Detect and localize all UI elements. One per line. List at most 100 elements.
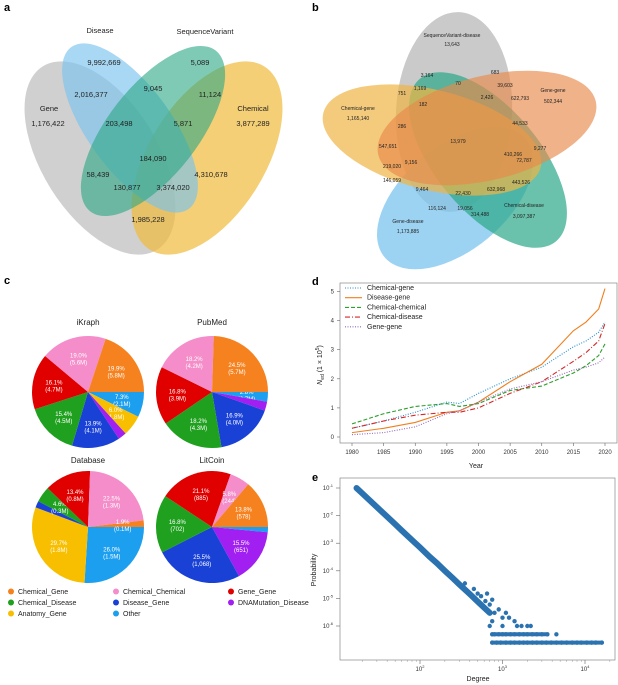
region-count: 39,603 <box>497 83 513 89</box>
legend-swatch <box>113 599 119 606</box>
slice-label: 6.0% (1.8M) <box>107 408 124 421</box>
pie-legend: Chemical_Gene Chemical_Disease Anatomy_Gen… <box>8 588 309 618</box>
x-tick-label: 1985 <box>377 450 391 456</box>
y-tick-label: 2 <box>331 377 335 383</box>
line-chart: Year Ned (1 × 105) 1980 1985 1990 1995 2000 2… <box>315 282 618 470</box>
slice-label: 19.0% (5.6M) <box>70 354 88 367</box>
scatter-point <box>427 554 432 559</box>
slice-label: 16.1% (4.7M) <box>45 380 63 393</box>
scatter-point <box>374 504 380 510</box>
pie-slice <box>212 484 268 527</box>
x-tick-label: 103 <box>498 664 508 673</box>
slice-label: 5.8% (244) <box>222 492 237 505</box>
slice-label: 18.2% (4.2M) <box>185 357 203 370</box>
scatter-point <box>483 598 488 604</box>
scatter-point <box>525 623 530 629</box>
region-count: 5,871 <box>174 119 193 128</box>
y-tick-label: 10-6 <box>323 621 334 630</box>
pie-slice <box>31 356 88 410</box>
scatter-point <box>487 610 492 616</box>
venn-set-gene-gene <box>377 70 597 186</box>
y-tick-label: 3 <box>331 348 335 354</box>
pie-slice <box>88 338 144 392</box>
scatter-point <box>475 591 480 596</box>
pie-slice <box>212 474 249 527</box>
pie-title: Database <box>71 456 106 465</box>
scatter-point <box>409 537 415 543</box>
region-count: 1,173,885 <box>397 229 419 235</box>
pie-slice <box>88 392 139 434</box>
region-count: 58,439 <box>87 170 110 179</box>
y-tick-label: 10-5 <box>323 593 334 602</box>
region-count: 1,165,140 <box>347 116 369 122</box>
scatter-point <box>384 514 390 519</box>
x-tick-label: 1990 <box>409 450 423 456</box>
venn-set-sequencevariant <box>80 45 226 217</box>
scatter-point <box>467 591 472 597</box>
set-label: SequenceVariant <box>177 27 235 36</box>
x-tick-label: 102 <box>416 664 426 673</box>
region-count: 182 <box>419 102 428 108</box>
pie-slice <box>156 367 212 424</box>
scatter-point <box>506 615 512 620</box>
pie-slice <box>161 336 214 392</box>
pie-slice <box>212 392 265 448</box>
x-tick-label: 1980 <box>345 450 359 456</box>
region-count: 1,169 <box>414 86 427 92</box>
region-count: 502,344 <box>544 99 562 105</box>
pie-slice <box>212 336 268 392</box>
slice-label: 29.7% (1.8M) <box>50 541 68 554</box>
region-count: 3,877,289 <box>236 119 269 128</box>
scatter-point <box>500 615 505 620</box>
y-axis-label: Probability <box>311 553 318 586</box>
legend-label: Disease-gene <box>367 295 410 302</box>
region-count: 184,090 <box>139 154 166 163</box>
legend-label: Chemical_Chemical <box>123 589 186 596</box>
pie-slice <box>212 392 268 411</box>
region-count: 1,985,228 <box>131 215 164 224</box>
pie-slice <box>72 392 119 449</box>
legend-swatch <box>228 599 234 606</box>
legend-swatch <box>8 588 14 595</box>
region-count: 2,426 <box>481 95 494 101</box>
scatter-point <box>519 623 524 629</box>
set-label: Chemical-gene <box>341 106 375 112</box>
region-count: 547,651 <box>379 144 397 150</box>
pie-slice <box>84 527 144 584</box>
legend-swatch <box>113 610 119 617</box>
y-label-unit: (1 × 10 <box>317 350 324 374</box>
scatter-point <box>514 623 520 629</box>
series-line <box>351 323 606 429</box>
region-count: 2,016,377 <box>74 90 107 99</box>
scatter-point <box>512 618 517 624</box>
region-count: 70 <box>455 81 461 87</box>
legend-label: Gene-gene <box>367 324 402 331</box>
x-tick-label: 2005 <box>503 450 517 456</box>
region-count: 9,464 <box>416 187 429 193</box>
slice-label: 13.4% (0.8M) <box>66 490 84 503</box>
region-count: 9,156 <box>405 160 418 166</box>
region-count: 219,020 <box>383 164 401 170</box>
scatter-point <box>417 545 423 550</box>
region-count: 286 <box>398 124 407 130</box>
scatter-point <box>489 597 495 602</box>
legend-label: Other <box>123 611 141 618</box>
scatter-point <box>368 498 373 504</box>
scatter-point <box>442 568 448 573</box>
scatter-point <box>484 591 490 596</box>
pie-slice <box>45 335 106 392</box>
pie-slice <box>88 392 144 417</box>
series-line <box>351 356 606 436</box>
slice-label: 22.5% (1.3M) <box>103 496 121 509</box>
scatter-point <box>360 491 365 496</box>
x-tick-label: 2000 <box>472 450 486 456</box>
region-count: 314,488 <box>471 212 489 218</box>
panel-letter-e: e <box>312 472 318 484</box>
panel-letter-b: b <box>312 2 319 14</box>
scatter-point <box>354 485 359 491</box>
pie-slice <box>212 527 268 577</box>
pie-title: LitCoin <box>200 456 225 465</box>
slice-label: 16.9% (4.0M) <box>226 414 244 427</box>
region-count: 13,979 <box>450 139 466 145</box>
scatter-point <box>450 575 456 581</box>
